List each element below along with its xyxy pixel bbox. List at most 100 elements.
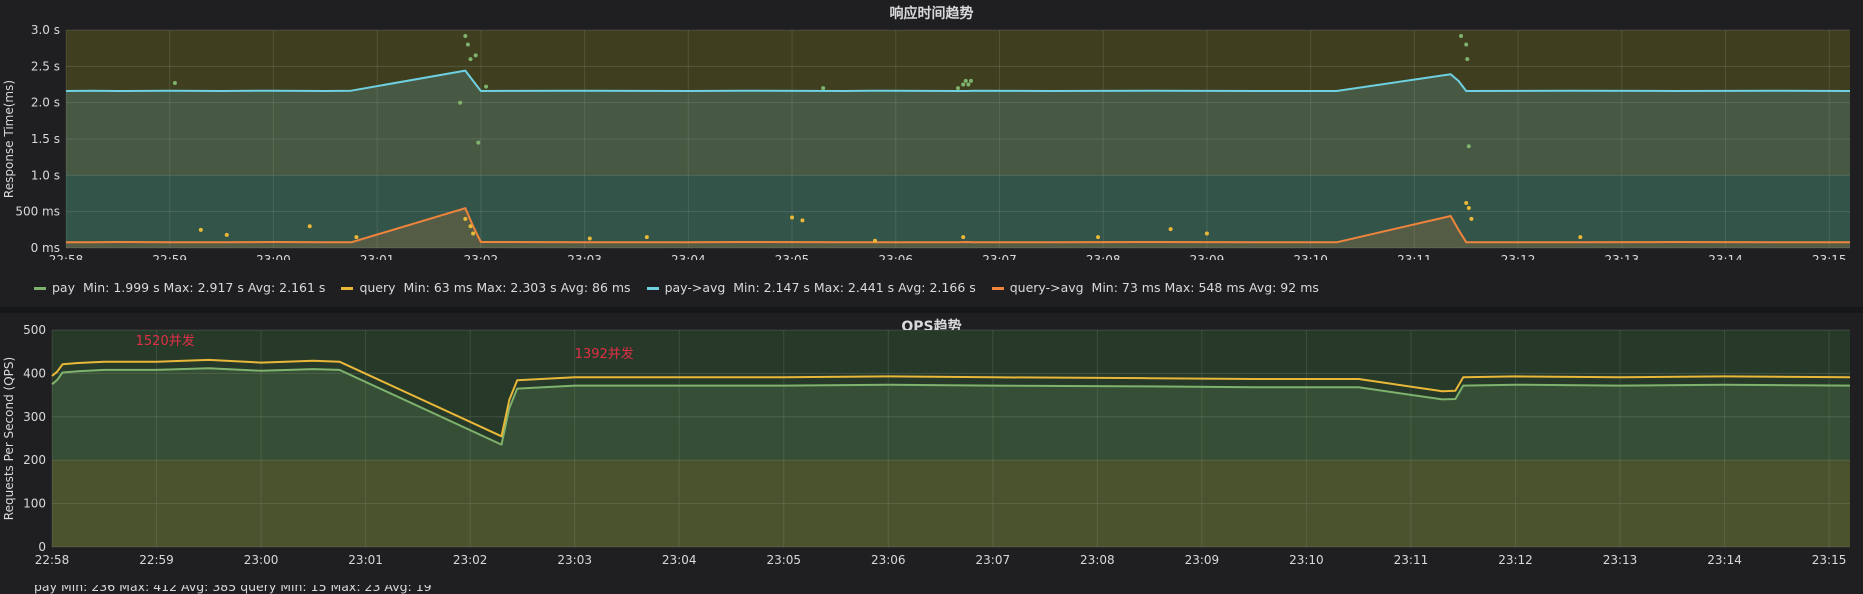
rt-point-pay xyxy=(458,100,463,105)
rt-y-tick-label: 2.0 s xyxy=(31,96,60,110)
qps-x-tick-label: 23:13 xyxy=(1603,553,1638,567)
legend-swatch-pay xyxy=(34,287,46,290)
rt-y-tick-label: 1.5 s xyxy=(31,132,60,146)
rt-point-pay xyxy=(968,78,973,83)
rt-point-query xyxy=(1168,227,1173,232)
rt-point-pay xyxy=(484,84,489,89)
rt-y-tick-label: 1.0 s xyxy=(31,168,60,182)
qps-x-tick-label: 23:07 xyxy=(976,553,1011,567)
rt-y-tick-label: 500 ms xyxy=(15,205,60,219)
rt-point-pay xyxy=(1464,42,1469,47)
rt-point-query xyxy=(1204,231,1209,236)
qps-y-tick-label: 500 xyxy=(23,323,46,337)
legend-item-pay-avg[interactable]: pay->avg Min: 2.147 s Max: 2.441 s Avg: … xyxy=(646,280,976,295)
rt-point-pay xyxy=(1466,144,1471,149)
rt-point-pay xyxy=(961,82,966,87)
qps-area-pay xyxy=(52,368,1850,547)
rt-point-pay xyxy=(473,53,478,58)
rt-x-tick-label: 23:08 xyxy=(1086,253,1121,260)
rt-line-pay-avg xyxy=(65,69,1851,92)
rt-plot-area xyxy=(66,30,1850,248)
legend-label-pay-avg: pay->avg xyxy=(664,280,726,295)
qps-x-tick-label: 23:04 xyxy=(662,553,697,567)
legend-item-query-avg[interactable]: query->avg Min: 73 ms Max: 548 ms Avg: 9… xyxy=(991,280,1319,295)
qps-y-axis-label: Requests Per Second (QPS) xyxy=(2,357,16,520)
qps-x-tick-label: 23:08 xyxy=(1080,553,1115,567)
rt-point-query xyxy=(307,224,312,229)
qps-line-query xyxy=(51,358,1851,438)
rt-point-query xyxy=(468,224,473,229)
rt-point-query xyxy=(471,231,476,236)
qps-x-tick-label: 23:09 xyxy=(1185,553,1220,567)
rt-point-query xyxy=(1096,235,1101,240)
qps-line-pay xyxy=(51,367,1851,446)
qps-y-tick-label: 100 xyxy=(23,497,46,511)
qps-x-tick-label: 23:11 xyxy=(1394,553,1429,567)
qps-annotation-0: 1520并发 xyxy=(136,333,195,349)
rt-point-query xyxy=(463,216,468,221)
rt-point-pay xyxy=(963,78,968,83)
qps-chart[interactable]: 0 100 200 300 400 500 22:58 22:59 23:00 23:01 23:0… xyxy=(0,313,1863,581)
qps-threshold-band-0 xyxy=(52,330,1850,461)
rt-x-tick-label: 23:15 xyxy=(1812,253,1847,260)
rt-x-tick-label: 22:59 xyxy=(152,253,187,260)
qps-x-tick-label: 23:00 xyxy=(244,553,279,567)
rt-threshold-band-1 xyxy=(66,175,1850,248)
rt-point-pay xyxy=(821,86,826,91)
legend-stats-query-avg: Min: 73 ms Max: 548 ms Avg: 92 ms xyxy=(1091,280,1319,295)
rt-point-pay xyxy=(956,86,960,91)
response-time-chart[interactable]: 0 ms 500 ms 1.0 s 1.5 s 2.0 s 2.5 s 3.0 s 22:58… xyxy=(0,0,1863,260)
rt-x-tick-label: 23:07 xyxy=(982,253,1017,260)
rt-x-tick-label: 23:09 xyxy=(1190,253,1225,260)
legend-item-query[interactable]: query Min: 63 ms Max: 2.303 s Avg: 86 ms xyxy=(341,280,631,295)
qps-x-tick-label: 23:03 xyxy=(557,553,592,567)
qps-x-tick-label: 23:05 xyxy=(766,553,801,567)
rt-point-pay xyxy=(468,57,473,62)
rt-x-tick-label: 23:12 xyxy=(1501,253,1536,260)
qps-y-tick-label: 400 xyxy=(23,366,46,380)
rt-point-query xyxy=(1466,206,1471,211)
legend-item-pay[interactable]: pay Min: 1.999 s Max: 2.917 s Avg: 2.161… xyxy=(34,280,325,295)
rt-point-pay xyxy=(172,81,177,86)
rt-point-query xyxy=(873,238,878,243)
qps-annotation-1: 1392并发 xyxy=(575,346,634,362)
rt-x-tick-label: 23:06 xyxy=(878,253,913,260)
rt-line-query-avg xyxy=(65,207,1851,244)
panel-title-response-time[interactable]: 响应时间趋势 xyxy=(889,6,974,22)
qps-x-tick-label: 22:59 xyxy=(139,553,174,567)
legend-stats-query: Min: 63 ms Max: 2.303 s Avg: 86 ms xyxy=(403,280,631,295)
rt-point-query xyxy=(1469,216,1474,221)
rt-point-query xyxy=(800,218,805,223)
response-time-legend: pay Min: 1.999 s Max: 2.917 s Avg: 2.161… xyxy=(34,280,1331,295)
qps-x-tick-label: 23:12 xyxy=(1498,553,1533,567)
rt-x-tick-label: 23:05 xyxy=(775,253,810,260)
rt-area-pay-avg xyxy=(66,70,1850,248)
rt-x-tick-label: 23:10 xyxy=(1293,253,1328,260)
response-time-panel: 响应时间趋势 0 ms 500 ms 1.0 s 1.5 s 2.0 s 2.5 s 3.0… xyxy=(0,0,1863,295)
rt-x-tick-label: 23:14 xyxy=(1708,253,1743,260)
rt-point-pay xyxy=(966,82,971,87)
qps-legend-text: pay Min: 236 Max: 412 Avg: 385 query Min… xyxy=(34,585,432,594)
legend-swatch-query-avg xyxy=(991,287,1004,290)
rt-point-pay xyxy=(1465,57,1470,62)
qps-x-tick-label: 23:06 xyxy=(871,553,906,567)
rt-x-tick-label: 23:01 xyxy=(360,253,395,260)
rt-point-pay xyxy=(463,34,468,39)
rt-point-query xyxy=(1578,235,1583,240)
rt-point-query xyxy=(644,235,649,240)
qps-legend: pay Min: 236 Max: 412 Avg: 385 query Min… xyxy=(34,585,432,594)
rt-x-tick-label: 23:00 xyxy=(256,253,291,260)
rt-point-pay xyxy=(1459,34,1464,39)
rt-point-query xyxy=(198,227,203,232)
rt-y-axis-label: Response Time(ms) xyxy=(2,80,16,198)
rt-point-query xyxy=(224,232,229,237)
rt-x-tick-label: 23:02 xyxy=(464,253,499,260)
qps-x-tick-label: 23:02 xyxy=(453,553,488,567)
rt-x-tick-label: 23:13 xyxy=(1605,253,1640,260)
rt-x-tick-label: 23:03 xyxy=(567,253,602,260)
rt-point-pay xyxy=(465,42,470,47)
rt-area-query-avg xyxy=(66,208,1850,248)
qps-x-tick-label: 23:15 xyxy=(1812,553,1847,567)
qps-y-tick-label: 0 xyxy=(38,540,46,554)
qps-x-tick-label: 23:01 xyxy=(348,553,383,567)
